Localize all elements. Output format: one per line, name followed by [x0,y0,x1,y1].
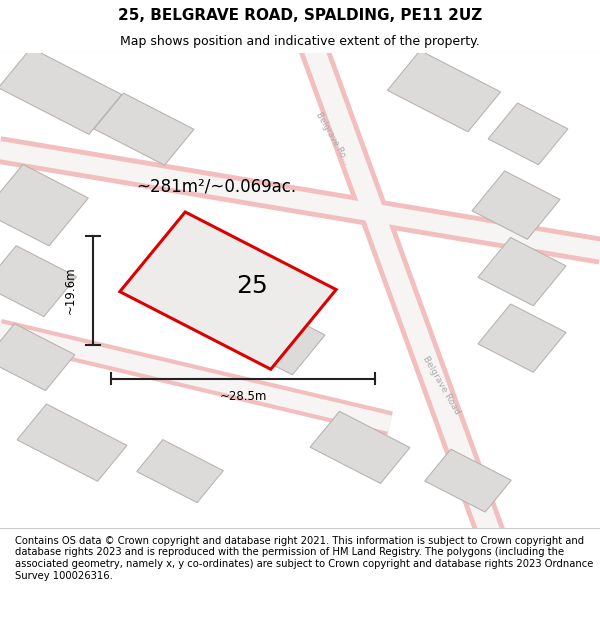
Polygon shape [137,439,223,503]
Polygon shape [0,324,75,391]
Polygon shape [478,304,566,372]
Polygon shape [478,238,566,306]
Text: Contains OS data © Crown copyright and database right 2021. This information is : Contains OS data © Crown copyright and d… [15,536,593,581]
Text: Belgrave Road: Belgrave Road [421,355,461,416]
Text: 25, BELGRAVE ROAD, SPALDING, PE11 2UZ: 25, BELGRAVE ROAD, SPALDING, PE11 2UZ [118,8,482,23]
Polygon shape [388,51,500,132]
Polygon shape [0,164,88,246]
Polygon shape [472,171,560,239]
Polygon shape [310,411,410,483]
Polygon shape [488,103,568,165]
Text: ~28.5m: ~28.5m [220,390,266,403]
Polygon shape [0,246,77,317]
Polygon shape [0,48,122,134]
Polygon shape [227,301,325,375]
Text: Map shows position and indicative extent of the property.: Map shows position and indicative extent… [120,35,480,48]
Text: ~281m²/~0.069ac.: ~281m²/~0.069ac. [136,177,296,195]
Text: ~19.6m: ~19.6m [64,267,77,314]
Polygon shape [425,449,511,512]
Text: 25: 25 [236,274,268,298]
Polygon shape [17,404,127,481]
Polygon shape [120,212,336,369]
Polygon shape [144,222,264,311]
Text: Belgrave Ro...: Belgrave Ro... [314,111,352,166]
Polygon shape [94,93,194,165]
